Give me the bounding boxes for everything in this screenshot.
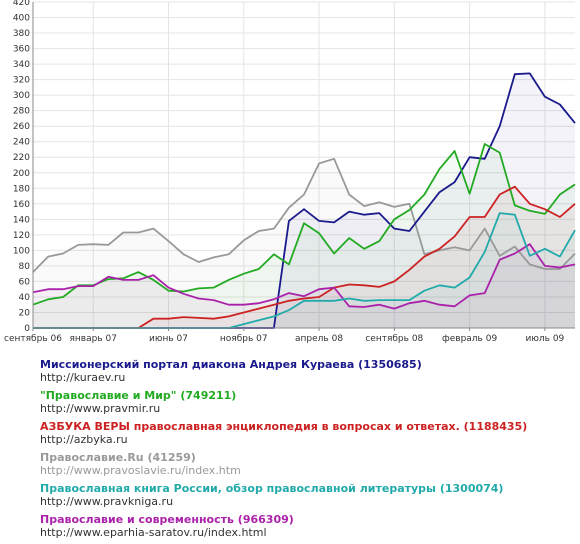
x-tick-label: ноябрь 07 [220, 334, 268, 344]
legend-title-pravmir: "Православие и Мир" (749211) [40, 389, 570, 402]
y-tick-label: 380 [13, 29, 30, 39]
gridlines [32, 1, 575, 329]
legend-entry-saratov: Православие и современность (966309) htt… [40, 513, 570, 539]
plot-area [33, 2, 575, 328]
legend-url-pravkniga[interactable]: http://www.pravkniga.ru [40, 495, 174, 508]
legend-url-saratov[interactable]: http://www.eparhia-saratov.ru/index.html [40, 526, 267, 539]
y-tick-label: 40 [19, 293, 31, 303]
y-tick-label: 120 [13, 231, 30, 241]
y-tick-label: 60 [19, 277, 31, 287]
y-tick-label: 260 [13, 122, 30, 132]
y-tick-label: 300 [13, 91, 30, 101]
legend-title-text: Православная книга России, обзор правосл… [40, 482, 436, 495]
legend-url-azbyka[interactable]: http://azbyka.ru [40, 433, 128, 446]
legend-title-text: Православие.Ru [40, 451, 144, 464]
y-tick-label: 240 [13, 138, 30, 148]
legend-title-saratov: Православие и современность (966309) [40, 513, 570, 526]
legend-count: (749211) [180, 389, 237, 402]
legend-entry-azbyka: АЗБУКА ВЕРЫ православная энциклопедия в … [40, 420, 570, 446]
y-tick-label: 80 [19, 262, 31, 272]
legend-title-kuraev: Миссионерский портал диакона Андрея Кура… [40, 358, 570, 371]
series-fill-teal [33, 213, 575, 328]
legend-entry-pravmir: "Православие и Мир" (749211) http://www.… [40, 389, 570, 415]
legend-entry-kuraev: Миссионерский портал диакона Андрея Кура… [40, 358, 570, 384]
y-tick-label: 360 [13, 45, 30, 55]
y-tick-label: 320 [13, 76, 30, 86]
legend-url-kuraev[interactable]: http://kuraev.ru [40, 371, 126, 384]
series-fill-green [33, 144, 575, 328]
x-tick-label: июнь 07 [149, 334, 188, 344]
legend-title-pravkniga: Православная книга России, обзор правосл… [40, 482, 570, 495]
x-tick-label: сентябрь 08 [365, 334, 423, 344]
y-tick-label: 420 [13, 0, 30, 8]
legend-title-pravoslavie: Православие.Ru (41259) [40, 451, 570, 464]
legend-title-text: АЗБУКА ВЕРЫ православная энциклопедия в … [40, 420, 460, 433]
y-axis-ticks: 0 20 40 60 80 100 120 140 160 180 200 220 240 260 280 3… [13, 0, 30, 334]
legend-count: (1188435) [463, 420, 528, 433]
series-fill-navy [33, 73, 575, 329]
legend-count: (966309) [237, 513, 294, 526]
y-tick-label: 400 [13, 14, 30, 24]
series-fill-purple [33, 244, 575, 328]
y-tick-label: 160 [13, 200, 30, 210]
y-tick-label: 20 [19, 308, 31, 318]
legend-count: (1350685) [358, 358, 422, 371]
y-tick-label: 220 [13, 153, 30, 163]
x-tick-label: январь 07 [69, 334, 116, 344]
legend-count: (41259) [147, 451, 196, 464]
y-tick-label: 340 [13, 60, 30, 70]
y-tick-label: 0 [24, 324, 30, 334]
y-tick-label: 200 [13, 169, 30, 179]
y-tick-label: 280 [13, 107, 30, 117]
legend-title-text: "Православие и Мир" [40, 389, 177, 402]
legend-count: (1300074) [439, 482, 504, 495]
series-line-purple [32, 243, 576, 310]
x-tick-label: июль 09 [525, 334, 564, 344]
line-chart: 0 20 40 60 80 100 120 140 160 180 200 220 240 260 280 3… [4, 0, 576, 344]
x-tick-label: сентябрь 06 [4, 334, 62, 344]
legend-url-pravmir[interactable]: http://www.pravmir.ru [40, 402, 161, 415]
series-line-gray [32, 157, 576, 273]
legend-entry-pravkniga: Православная книга России, обзор правосл… [40, 482, 570, 508]
series-line-green [32, 143, 576, 306]
legend-title-text: Православие и современность [40, 513, 234, 526]
legend-title-text: Миссионерский портал диакона Андрея Кура… [40, 358, 355, 371]
legend-title-azbyka: АЗБУКА ВЕРЫ православная энциклопедия в … [40, 420, 570, 433]
x-tick-label: февраль 09 [442, 334, 497, 344]
y-tick-label: 140 [13, 215, 30, 225]
series-fill-red [33, 186, 575, 328]
x-axis-ticks: сентябрь 06 январь 07 июнь 07 ноябрь 07 апре… [4, 328, 565, 344]
legend: Миссионерский портал диакона Андрея Кура… [40, 358, 570, 544]
x-tick-label: апрель 08 [295, 334, 343, 344]
legend-entry-pravoslavie: Православие.Ru (41259) http://www.pravos… [40, 451, 570, 477]
legend-url-pravoslavie[interactable]: http://www.pravoslavie.ru/index.htm [40, 464, 241, 477]
y-tick-label: 100 [13, 246, 30, 256]
y-tick-label: 180 [13, 184, 30, 194]
